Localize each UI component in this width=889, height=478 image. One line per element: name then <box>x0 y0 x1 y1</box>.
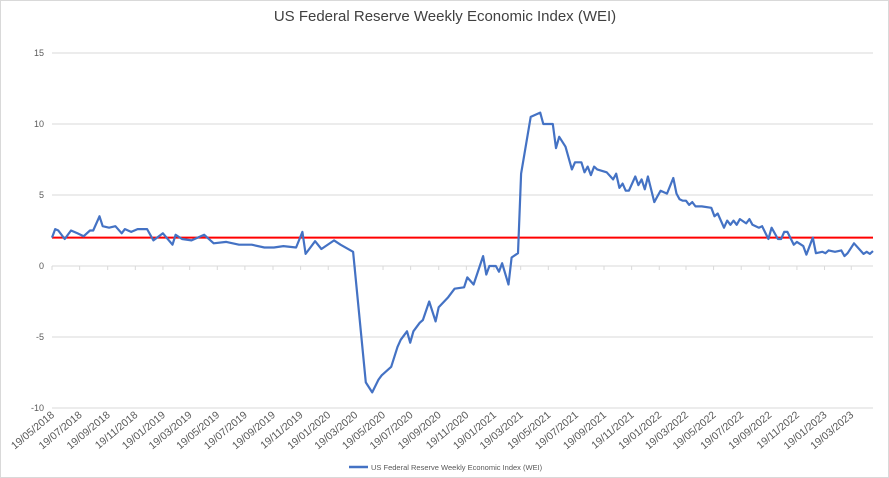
y-tick-label: 5 <box>39 190 44 200</box>
legend: US Federal Reserve Weekly Economic Index… <box>349 463 543 472</box>
y-tick-label: 10 <box>34 119 44 129</box>
y-tick-label: -10 <box>31 403 44 413</box>
y-tick-label: 15 <box>34 48 44 58</box>
y-tick-label: 0 <box>39 261 44 271</box>
x-axis-ticks: 19/05/201819/07/201819/09/201819/11/2018… <box>9 266 856 452</box>
gridlines <box>52 52 873 409</box>
y-tick-label: -5 <box>36 332 44 342</box>
y-axis-ticks: 15 10 5 0 -5 -10 <box>31 48 44 413</box>
chart-title: US Federal Reserve Weekly Economic Index… <box>274 8 616 25</box>
series-line <box>50 111 874 394</box>
series-layer <box>50 111 874 394</box>
legend-label: US Federal Reserve Weekly Economic Index… <box>371 463 543 472</box>
